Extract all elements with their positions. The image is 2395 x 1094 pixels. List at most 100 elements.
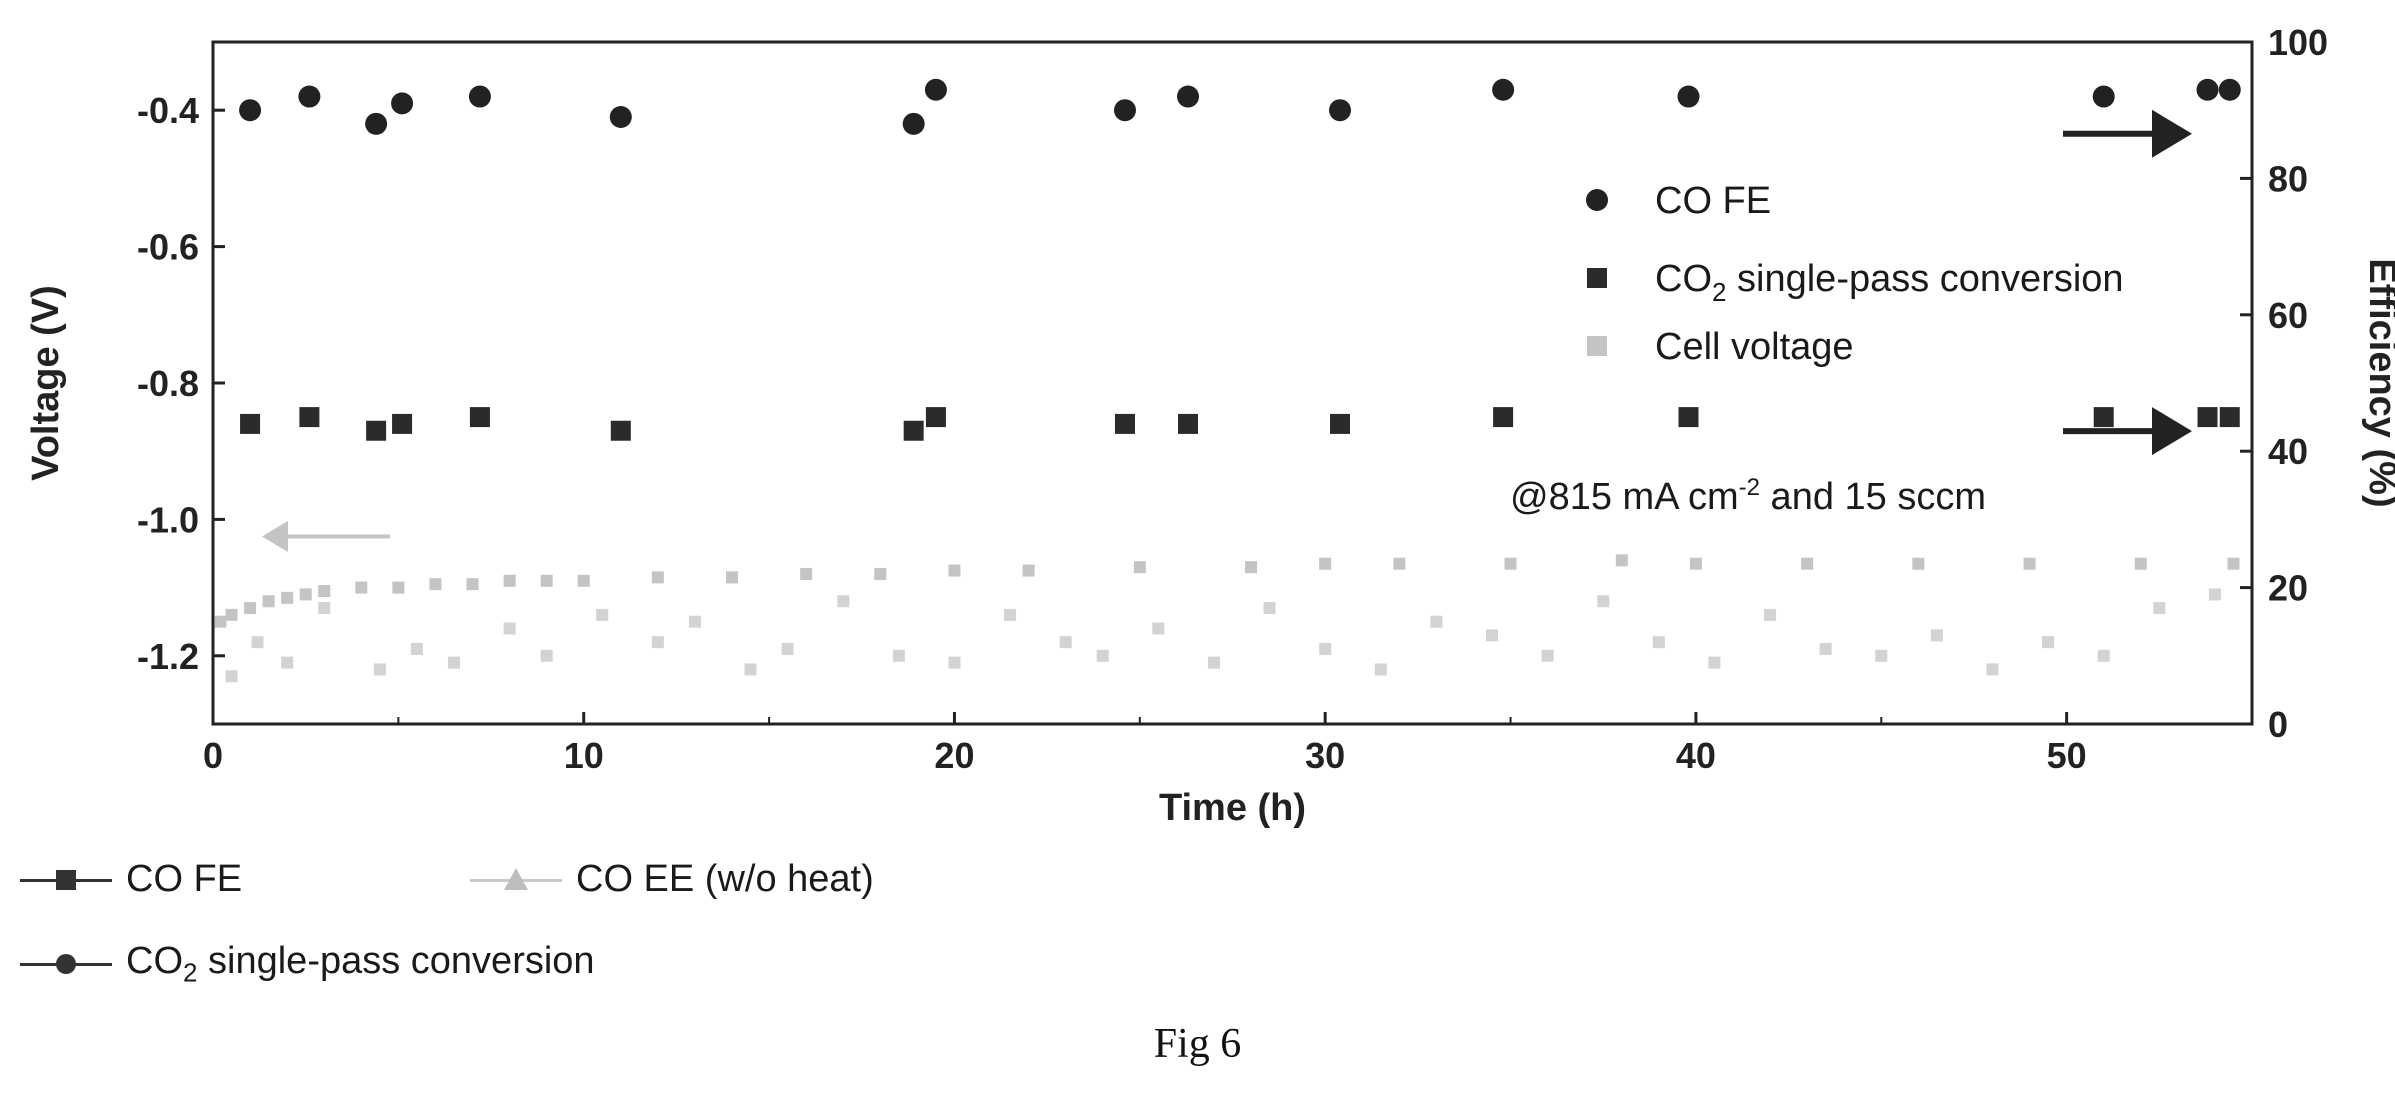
data-point: [651, 636, 664, 649]
x-tick-label: 50: [2047, 735, 2087, 776]
data-point: [610, 420, 631, 441]
legend-label-co-fe: CO FE: [1655, 180, 1771, 222]
axis-ticks: 0 10 20 30 40 50 -0.4 -0.6 -0.8 -1.0 -1.2 0 20 40 60 80…: [137, 22, 2328, 776]
data-point: [1178, 413, 1199, 434]
data-point: [1652, 636, 1665, 649]
data-point: [651, 571, 664, 584]
y-right-tick-label: 40: [2268, 431, 2308, 472]
data-point: [1493, 407, 1514, 428]
data-point: [1677, 85, 1700, 108]
data-point: [225, 670, 238, 683]
data-point: [2134, 557, 2147, 570]
data-point: [726, 571, 739, 584]
x-tick-label: 30: [1305, 735, 1345, 776]
data-point: [1986, 663, 1999, 676]
legend-marker-cell-voltage: [1587, 336, 1607, 356]
figure-caption: Fig 6: [1153, 1021, 1242, 1067]
data-point: [1492, 78, 1515, 101]
x-tick-label: 0: [203, 735, 223, 776]
data-point: [837, 595, 850, 608]
data-point: [392, 413, 413, 434]
data-point: [1764, 608, 1777, 621]
series-co-fe: [239, 78, 2241, 135]
data-point: [1393, 557, 1406, 570]
data-point: [1152, 622, 1165, 635]
axis-indicator-arrows: [262, 109, 2192, 553]
arrow-head-icon: [2152, 407, 2192, 456]
data-point: [373, 663, 386, 676]
data-point: [262, 595, 275, 608]
data-point: [447, 656, 460, 669]
data-point: [1541, 649, 1554, 662]
outer-legend-label-co-fe: CO FE: [126, 858, 243, 900]
data-point: [1114, 413, 1135, 434]
data-point: [318, 585, 331, 598]
data-point: [924, 78, 947, 101]
triangle-marker-icon: [504, 867, 528, 890]
series-co-ee-w-o-heat-: [225, 588, 2221, 683]
data-point: [596, 608, 609, 621]
data-point: [892, 649, 905, 662]
data-point: [948, 656, 961, 669]
data-point: [318, 602, 331, 615]
data-point: [503, 574, 516, 587]
legend-line-co-fe: [20, 862, 112, 898]
outer-legend-co-ee: CO EE (w/o heat): [470, 858, 874, 901]
data-point: [392, 581, 405, 594]
data-point: [1207, 656, 1220, 669]
y-left-tick-label: -0.6: [137, 227, 199, 268]
data-point: [410, 642, 423, 655]
data-point: [468, 85, 491, 108]
data-point: [1004, 608, 1017, 621]
inner-legend: CO FE CO2 single-pass conversion Cell vo…: [1586, 180, 2124, 368]
data-point: [2218, 78, 2241, 101]
data-point: [903, 420, 924, 441]
data-point: [225, 608, 238, 621]
data-point: [1615, 554, 1628, 567]
data-point: [251, 636, 264, 649]
y-right-tick-label: 80: [2268, 158, 2308, 199]
outer-legend-co-fe: CO FE: [20, 858, 242, 901]
data-point: [1597, 595, 1610, 608]
data-point: [2092, 85, 2115, 108]
data-point: [1430, 615, 1443, 628]
data-point: [365, 112, 388, 135]
data-point: [540, 574, 553, 587]
data-point: [540, 649, 553, 662]
circle-marker-icon: [56, 954, 76, 975]
data-point: [469, 407, 490, 428]
data-point: [244, 602, 257, 615]
data-point: [299, 588, 312, 601]
data-point: [1374, 663, 1387, 676]
data-point: [1678, 407, 1699, 428]
data-point: [744, 663, 757, 676]
series-co2-single-pass-conversion: [240, 407, 2240, 441]
data-point: [1022, 564, 1035, 577]
data-point: [609, 106, 632, 129]
condition-annotation: @815 mA cm-2 and 15 sccm: [1510, 474, 1986, 518]
data-point: [1801, 557, 1814, 570]
outer-legend-co2-conversion: CO2 single-pass conversion: [20, 940, 595, 989]
data-point: [2023, 557, 2036, 570]
y-right-tick-label: 20: [2268, 568, 2308, 609]
outer-legend-label-co2-conversion: CO2 single-pass conversion: [126, 940, 595, 988]
legend-marker-co2-conversion: [1587, 268, 1607, 288]
x-tick-label: 10: [564, 735, 604, 776]
data-point: [2219, 407, 2240, 428]
data-point: [1245, 561, 1258, 574]
y-left-tick-label: -0.8: [137, 363, 199, 404]
data-point: [800, 567, 813, 580]
y-right-axis-title: Efficiency (%): [2361, 258, 2395, 507]
data-point: [688, 615, 701, 628]
data-point: [355, 581, 368, 594]
y-left-tick-label: -1.2: [137, 636, 199, 677]
legend-marker-co-fe: [1586, 189, 1608, 211]
data-point: [429, 578, 442, 591]
data-point: [1689, 557, 1702, 570]
data-point: [1319, 557, 1332, 570]
data-point: [391, 92, 414, 115]
y-right-tick-label: 100: [2268, 22, 2328, 63]
data-point: [281, 591, 294, 604]
data-point: [214, 615, 227, 628]
